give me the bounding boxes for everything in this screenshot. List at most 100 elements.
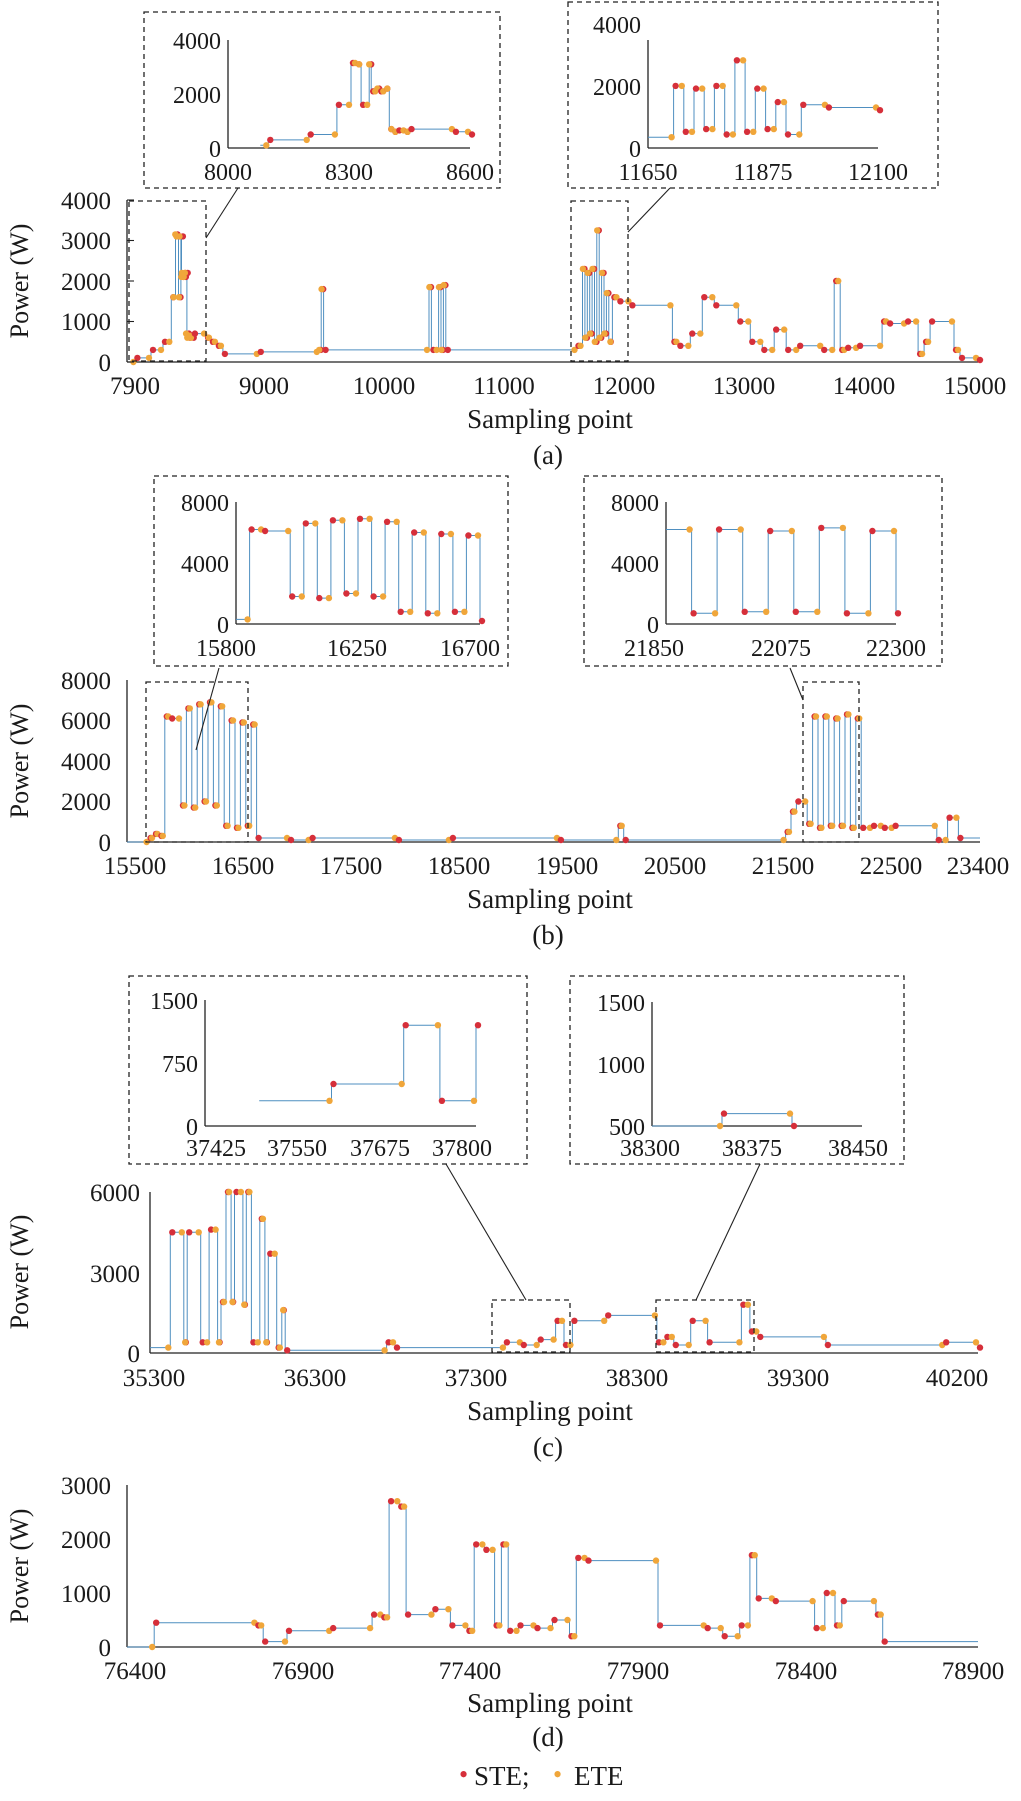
panel-c-ete-marker [195, 1229, 202, 1236]
panel-a-ete-marker [697, 330, 704, 337]
panel-d-ete-marker [751, 1552, 758, 1559]
panel-b-inset-2-ete-marker [711, 610, 719, 617]
panel-a-inset-2-ste-marker [774, 98, 781, 106]
panel-a-ete-marker [217, 342, 225, 349]
panel-d-ste-marker [473, 1541, 480, 1548]
panel-a-ete-marker [667, 302, 674, 309]
inset-y-tick-label: 0 [186, 1115, 198, 1141]
panel-a-inset-2-ete-marker [668, 134, 675, 141]
panel-d-ete-marker [503, 1541, 510, 1548]
panel-c-ste-marker [672, 1341, 679, 1349]
panel-c-inset-2-ste-marker [790, 1122, 798, 1130]
panel-b-x-tick-label: 16500 [212, 853, 275, 880]
legend-ste-label: STE; [474, 1761, 530, 1791]
panel-a-ete-marker [438, 346, 445, 354]
panel-c-ste-marker [824, 1341, 832, 1349]
panel-a-inset-2-ste-marker [754, 85, 761, 92]
panel-c-ste-marker [284, 1347, 291, 1354]
panel-b-ete-marker [818, 824, 825, 831]
panel-a-ete-marker [817, 342, 824, 349]
panel-a-ete-marker [733, 302, 740, 309]
panel-a-zoom-region-1 [128, 200, 207, 362]
panel-c-ste-marker [393, 1344, 401, 1351]
panel-a-ete-marker [577, 342, 584, 349]
panel-c-ste-marker [943, 1339, 950, 1346]
panel-d-ete-marker [877, 1611, 884, 1618]
panel-c-ste-marker [706, 1339, 713, 1346]
panel-a-inset-1-ete-marker [263, 142, 270, 149]
panel-d-ete-marker [445, 1606, 452, 1613]
panel-b-ete-marker [246, 822, 253, 829]
panel-c-ste-marker [385, 1339, 392, 1346]
panel-b-y-tick-label: 2000 [61, 789, 111, 816]
panel-d-ste-marker [262, 1638, 269, 1645]
panel-d-ete-marker [400, 1503, 408, 1510]
panel-c-inset-1-trace-line [259, 1024, 477, 1102]
panel-a-ete-marker [918, 350, 926, 358]
panel-a-inset-1-markers [263, 59, 476, 149]
panel-b-ete-marker [618, 822, 625, 829]
panel-a-y-tick-label: 1000 [61, 309, 111, 336]
panel-a-ste-marker [444, 346, 451, 354]
panel-c-inset-1-trace [259, 1024, 477, 1102]
panel-c-ete-marker [381, 1347, 388, 1354]
panel-b-inset-2-ete-marker [788, 527, 795, 535]
panel-c-ete-marker [702, 1317, 709, 1325]
panel-d-x-axis-label: Sampling point [467, 1688, 633, 1718]
panel-a-ete-marker [170, 294, 177, 301]
panel-a-y-ticks: 0 1000 2000 3000 4000 [61, 188, 134, 377]
panel-a-inset-1-ete-marker [345, 101, 353, 109]
panel-c-ste-marker [503, 1339, 511, 1346]
panel-d: 0 1000 2000 3000 76400 76900 77400 77900… [5, 1473, 1004, 1752]
inset-x-tick-label: 8000 [204, 160, 252, 186]
panel-c-ete-marker [246, 1188, 253, 1196]
panel-b-inset-1-ste-marker [343, 590, 350, 597]
panel-d-label: (d) [532, 1722, 563, 1752]
panel-d-y-axis-label: Power (W) [5, 1509, 34, 1624]
panel-b-inset-2-markers [686, 524, 902, 617]
panel-d-ete-marker [744, 1622, 752, 1629]
panel-b-inset-2-ete-marker [686, 526, 693, 533]
panel-b-x-tick-label: 15500 [104, 853, 167, 880]
panel-b-ete-marker [186, 705, 193, 712]
panel-a-ete-marker [586, 330, 594, 337]
panel-a-ete-marker [596, 334, 603, 341]
panel-a-ete-marker [181, 269, 189, 277]
panel-c-ete-marker [165, 1344, 172, 1351]
panel-a-inset-2-markers [668, 57, 884, 141]
inset-y-tick-label: 0 [209, 137, 221, 163]
panel-b-inset-2-ete-marker [763, 608, 770, 615]
panel-a-x-tick-label: 14000 [833, 373, 896, 400]
panel-a-inset-1-ste-marker [408, 125, 415, 133]
panel-a-inset-1-ste-marker [307, 131, 314, 138]
panel-d-ste-marker [585, 1557, 592, 1564]
panel-a-ete-marker [745, 318, 752, 325]
panel-b-inset-1-frame [153, 475, 509, 667]
panel-b-inset-2-ste-marker [715, 526, 723, 533]
panel-d-ste-marker [404, 1611, 412, 1618]
panel-a-leader-line-1 [205, 187, 239, 239]
panel-a-ste-marker [773, 326, 780, 333]
panel-a-inset-2-ste-marker [876, 107, 884, 114]
panel-b-zoom-region-1 [145, 681, 249, 843]
panel-b-inset-1-ete-marker [407, 608, 414, 615]
panel-b-y-tick-label: 0 [99, 830, 112, 857]
panel-a-ete-marker [709, 294, 716, 301]
panel-a-inset-2-frame [567, 1, 939, 189]
panel-c-inset-1-markers [326, 1021, 482, 1105]
panel-b-ete-marker [807, 820, 814, 827]
panel-a-ste-marker [886, 320, 894, 327]
panel-d-ste-marker [483, 1546, 490, 1554]
panel-d-ete-marker [479, 1541, 486, 1548]
panel-a-ste-marker [149, 346, 157, 354]
panel-b-inset-2-ste-marker [843, 610, 851, 617]
panel-b-ete-marker [834, 715, 841, 722]
panel-d-ste-marker [840, 1597, 847, 1605]
panel-a-ete-marker [769, 346, 776, 354]
inset-y-tick-label: 8000 [181, 491, 229, 517]
panel-a-y-tick-label: 4000 [61, 188, 111, 215]
inset-x-tick-label: 22300 [866, 636, 926, 662]
panel-a-x-tick-label: 7900 [110, 373, 160, 400]
panel-c-ste-marker [537, 1336, 544, 1343]
panel-b-inset-1-ete-marker [474, 532, 482, 539]
